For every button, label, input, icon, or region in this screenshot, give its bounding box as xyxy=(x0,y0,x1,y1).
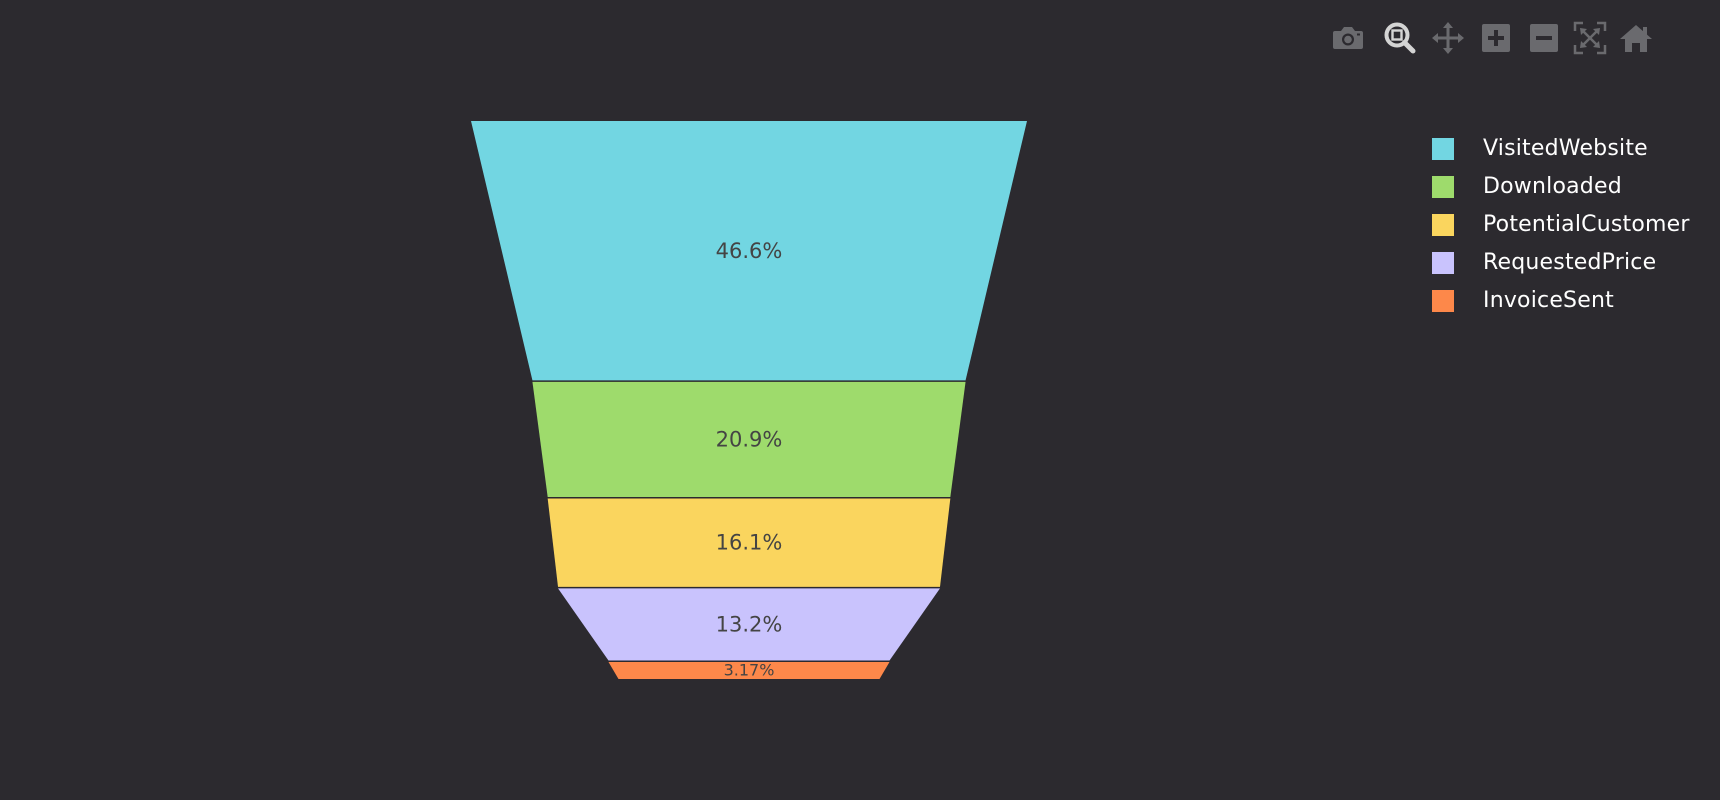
legend-item-invoice-sent[interactable]: InvoiceSent xyxy=(1424,286,1714,324)
legend-label: Downloaded xyxy=(1483,174,1622,199)
autoscale-icon xyxy=(1573,21,1607,55)
funnel-stage-visitedwebsite[interactable] xyxy=(471,121,1027,381)
funnel-label: 20.9% xyxy=(716,427,783,451)
camera-button[interactable] xyxy=(1330,18,1366,58)
pan-icon xyxy=(1432,22,1464,54)
funnel-stage-downloaded[interactable] xyxy=(532,381,966,498)
legend-swatch xyxy=(1432,138,1454,160)
legend-swatch xyxy=(1432,214,1454,236)
zoom-out-icon xyxy=(1530,24,1558,52)
home-icon xyxy=(1620,25,1652,52)
legend-swatch xyxy=(1432,176,1454,198)
funnel-stage-potentialcustomer[interactable] xyxy=(547,498,951,587)
funnel-stage-requestedprice[interactable] xyxy=(558,588,940,661)
zoom-in-button[interactable] xyxy=(1478,18,1514,58)
legend-label: InvoiceSent xyxy=(1483,288,1614,313)
funnel-label: 13.2% xyxy=(716,612,783,636)
legend-item-potential-customer[interactable]: PotentialCustomer xyxy=(1424,210,1714,248)
funnel-label: 46.6% xyxy=(716,239,783,263)
zoom-icon xyxy=(1384,22,1416,54)
zoom-button[interactable] xyxy=(1382,18,1418,58)
autoscale-button[interactable] xyxy=(1572,18,1608,58)
pan-button[interactable] xyxy=(1430,18,1466,58)
funnel-stage-invoicesent[interactable] xyxy=(608,662,890,679)
legend-label: VisitedWebsite xyxy=(1483,136,1648,161)
camera-icon xyxy=(1333,27,1363,49)
legend-swatch xyxy=(1432,290,1454,312)
zoom-in-icon xyxy=(1482,24,1510,52)
modebar xyxy=(1330,18,1710,58)
legend-item-visited-website[interactable]: VisitedWebsite xyxy=(1424,134,1714,172)
legend-swatch xyxy=(1432,252,1454,274)
legend-item-downloaded[interactable]: Downloaded xyxy=(1424,172,1714,210)
funnel-label: 16.1% xyxy=(716,531,783,555)
legend-label: RequestedPrice xyxy=(1483,250,1657,275)
funnel-label: 3.17% xyxy=(724,661,775,680)
legend: VisitedWebsite Downloaded PotentialCusto… xyxy=(1424,134,1714,324)
legend-label: PotentialCustomer xyxy=(1483,212,1690,237)
home-button[interactable] xyxy=(1618,18,1654,58)
legend-item-requested-price[interactable]: RequestedPrice xyxy=(1424,248,1714,286)
zoom-out-button[interactable] xyxy=(1526,18,1562,58)
